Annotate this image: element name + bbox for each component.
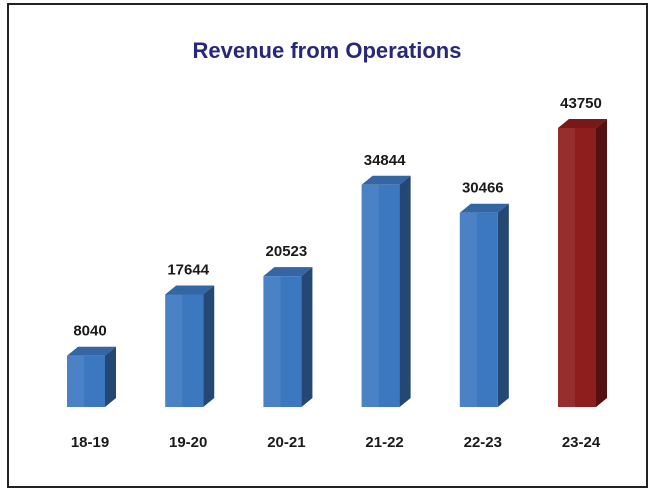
bar-side	[301, 267, 313, 407]
bar-highlight	[165, 294, 183, 407]
bar-side	[399, 175, 411, 407]
bar-highlight	[459, 212, 477, 407]
bar	[263, 276, 302, 407]
bar-top	[165, 285, 215, 295]
bar-side	[596, 119, 607, 407]
value-label: 30466	[462, 180, 504, 197]
bar-top-shade	[361, 175, 411, 185]
bar-top-shade	[67, 346, 116, 356]
frame	[7, 3, 648, 488]
value-label: 43750	[560, 95, 602, 112]
bar-top-shade	[558, 119, 607, 128]
bar-side	[203, 285, 215, 407]
value-label: 20523	[266, 243, 308, 260]
x-tick-label: 21-22	[365, 434, 403, 451]
bar-top-shade	[165, 285, 215, 295]
bar	[361, 184, 400, 407]
bar-side-shade	[497, 203, 509, 407]
bar-side-shade	[105, 346, 116, 407]
bar-side-shade	[596, 119, 607, 407]
bar-side-shade	[203, 285, 215, 407]
bar-highlight	[263, 276, 281, 407]
bar-top	[361, 175, 411, 185]
value-label: 34844	[364, 152, 406, 169]
bar-top	[67, 346, 116, 356]
x-tick-label: 23-24	[562, 434, 601, 451]
x-tick-label: 22-23	[464, 434, 502, 451]
bar-top-shade	[263, 267, 313, 277]
bar-side	[497, 203, 509, 407]
bar-top	[558, 119, 607, 128]
bar-top-shade	[459, 203, 509, 213]
bar	[67, 355, 105, 407]
bar	[558, 128, 596, 407]
bar-highlight	[558, 128, 576, 407]
x-tick-label: 20-21	[267, 434, 305, 451]
bar-top	[263, 267, 313, 277]
x-tick-label: 18-19	[71, 434, 109, 451]
bar	[165, 294, 204, 407]
bar-top	[459, 203, 509, 213]
bar-side-shade	[301, 267, 313, 407]
bar-side	[105, 346, 116, 407]
x-tick-label: 19-20	[169, 434, 207, 451]
value-label: 8040	[73, 323, 106, 340]
value-label: 17644	[167, 261, 209, 278]
bar-highlight	[361, 184, 379, 407]
bar-highlight	[67, 355, 85, 407]
bar	[459, 212, 498, 407]
bar-side-shade	[399, 175, 411, 407]
chart-title: Revenue from Operations	[193, 38, 462, 63]
